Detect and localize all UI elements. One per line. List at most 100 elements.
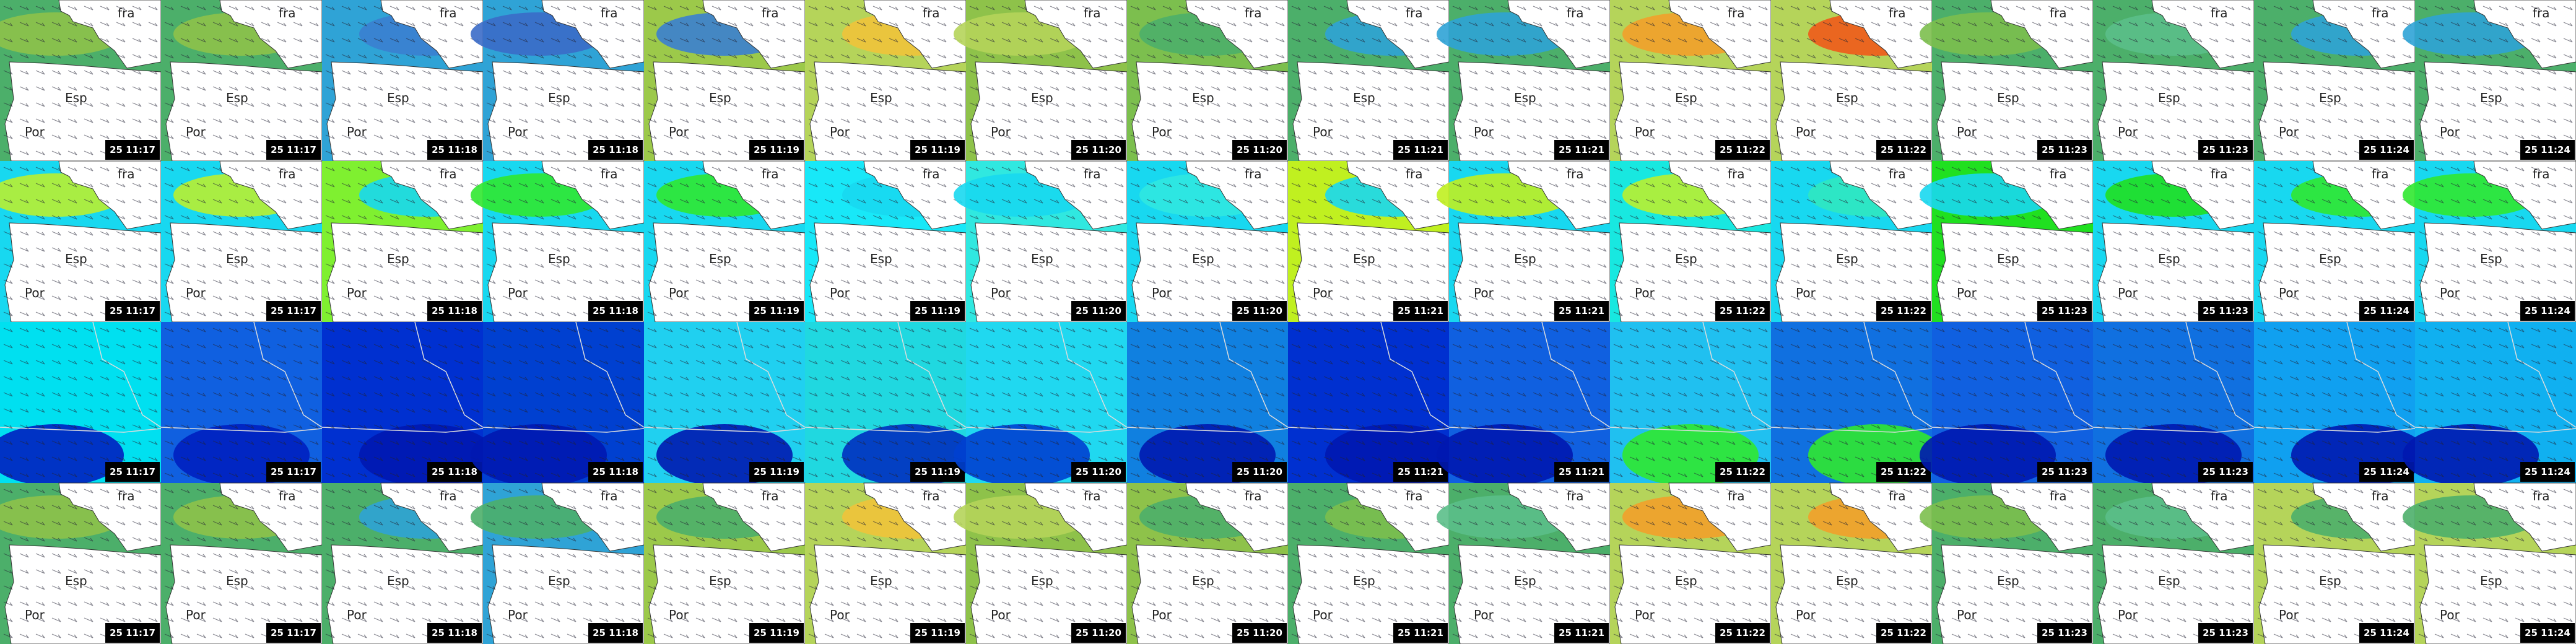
time-box [2359,301,2414,321]
wind-arrows [1449,0,1610,161]
time-label: 25 11:22 [1881,144,1926,155]
time-box [2520,301,2575,321]
time-label: 25 11:19 [915,305,960,316]
time-box [1715,462,1770,482]
time-label: 25 11:23 [2203,144,2248,155]
map-tile: 25 11:22 [1609,321,1772,486]
time-label: 25 11:17 [271,144,316,155]
time-box [588,140,643,160]
time-label: 25 11:21 [1559,305,1604,316]
time-box [1876,623,1931,643]
wind-arrows [2415,483,2576,644]
wind-arrows [2093,322,2254,483]
time-label: 25 11:20 [1237,305,1282,316]
map-tile: 25 11:18 [471,321,645,486]
wind-arrows [2093,0,2254,161]
time-box [2359,623,2414,643]
map-tile: fraEspPor25 11:21 [1288,482,1461,644]
map-tile: fraEspPor25 11:18 [471,160,645,323]
wind-arrows [1127,483,1288,644]
map-tile: 25 11:22 [1770,321,1944,486]
wind-arrows [483,0,644,161]
map-tile: 25 11:24 [2253,321,2427,486]
time-box [1554,462,1609,482]
wind-arrows [322,0,483,161]
wind-arrows [1932,161,2093,322]
wind-arrows [966,0,1127,161]
time-label: 25 11:17 [271,466,316,477]
time-label: 25 11:17 [110,627,155,638]
time-box [1071,301,1126,321]
time-box [427,462,482,482]
time-label: 25 11:22 [1720,466,1765,477]
wind-arrows [2254,322,2415,483]
time-box [2037,462,2092,482]
map-tile: fraEspPor25 11:22 [1771,482,1944,644]
time-box [2198,140,2253,160]
time-label: 25 11:18 [593,627,638,638]
map-tile: 25 11:19 [643,321,806,486]
time-label: 25 11:17 [271,627,316,638]
wind-arrows [161,322,322,483]
time-box [749,462,804,482]
time-label: 25 11:23 [2042,466,2087,477]
time-label: 25 11:24 [2364,627,2409,638]
time-label: 25 11:23 [2203,466,2248,477]
time-label: 25 11:22 [1720,144,1765,155]
time-box [2037,140,2092,160]
time-label: 25 11:22 [1720,305,1765,316]
time-box [749,623,804,643]
time-box [1232,140,1287,160]
map-tile: fraEspPor25 11:17 [0,160,162,323]
map-tile: fraEspPor25 11:23 [2093,0,2255,162]
map-tile: fraEspPor25 11:21 [1288,0,1461,162]
map-tile: fraEspPor25 11:19 [805,160,978,323]
time-label: 25 11:17 [110,305,155,316]
map-tile: fraEspPor25 11:23 [2093,160,2255,323]
time-box [1876,462,1931,482]
wind-arrows [2415,0,2576,161]
time-box [1715,301,1770,321]
time-box [105,462,160,482]
time-box [2359,140,2414,160]
time-box [2037,301,2092,321]
time-box [1071,623,1126,643]
time-box [1393,301,1448,321]
map-tile: fraEspPor25 11:19 [805,482,978,644]
map-tile: fraEspPor25 11:23 [1920,482,2094,644]
time-label: 25 11:20 [1076,144,1121,155]
time-label: 25 11:20 [1076,466,1121,477]
time-box [2520,140,2575,160]
time-label: 25 11:19 [915,627,960,638]
wind-arrows [161,0,322,161]
time-box [105,301,160,321]
time-label: 25 11:24 [2364,305,2409,316]
wind-arrows [644,161,805,322]
time-label: 25 11:19 [754,466,799,477]
wind-arrows [1932,483,2093,644]
time-box [427,140,482,160]
wind-arrows [1610,0,1771,161]
time-label: 25 11:19 [754,305,799,316]
wind-arrows [2254,483,2415,644]
time-box [910,623,965,643]
wind-arrows [1288,322,1449,483]
time-box [427,623,482,643]
wind-arrows [644,483,805,644]
time-box [1393,462,1448,482]
map-tile: fraEspPor25 11:18 [471,482,645,644]
time-label: 25 11:19 [754,627,799,638]
map-tile: fraEspPor25 11:24 [2403,0,2576,162]
wind-arrows [483,161,644,322]
wind-arrows [161,161,322,322]
time-label: 25 11:18 [432,627,477,638]
wind-arrows [2093,483,2254,644]
time-label: 25 11:18 [432,144,477,155]
map-tile: fraEspPor25 11:18 [322,0,495,162]
time-box [910,462,965,482]
wind-arrows [322,483,483,644]
time-label: 25 11:24 [2525,305,2570,316]
wind-arrows [0,483,161,644]
time-box [1393,140,1448,160]
